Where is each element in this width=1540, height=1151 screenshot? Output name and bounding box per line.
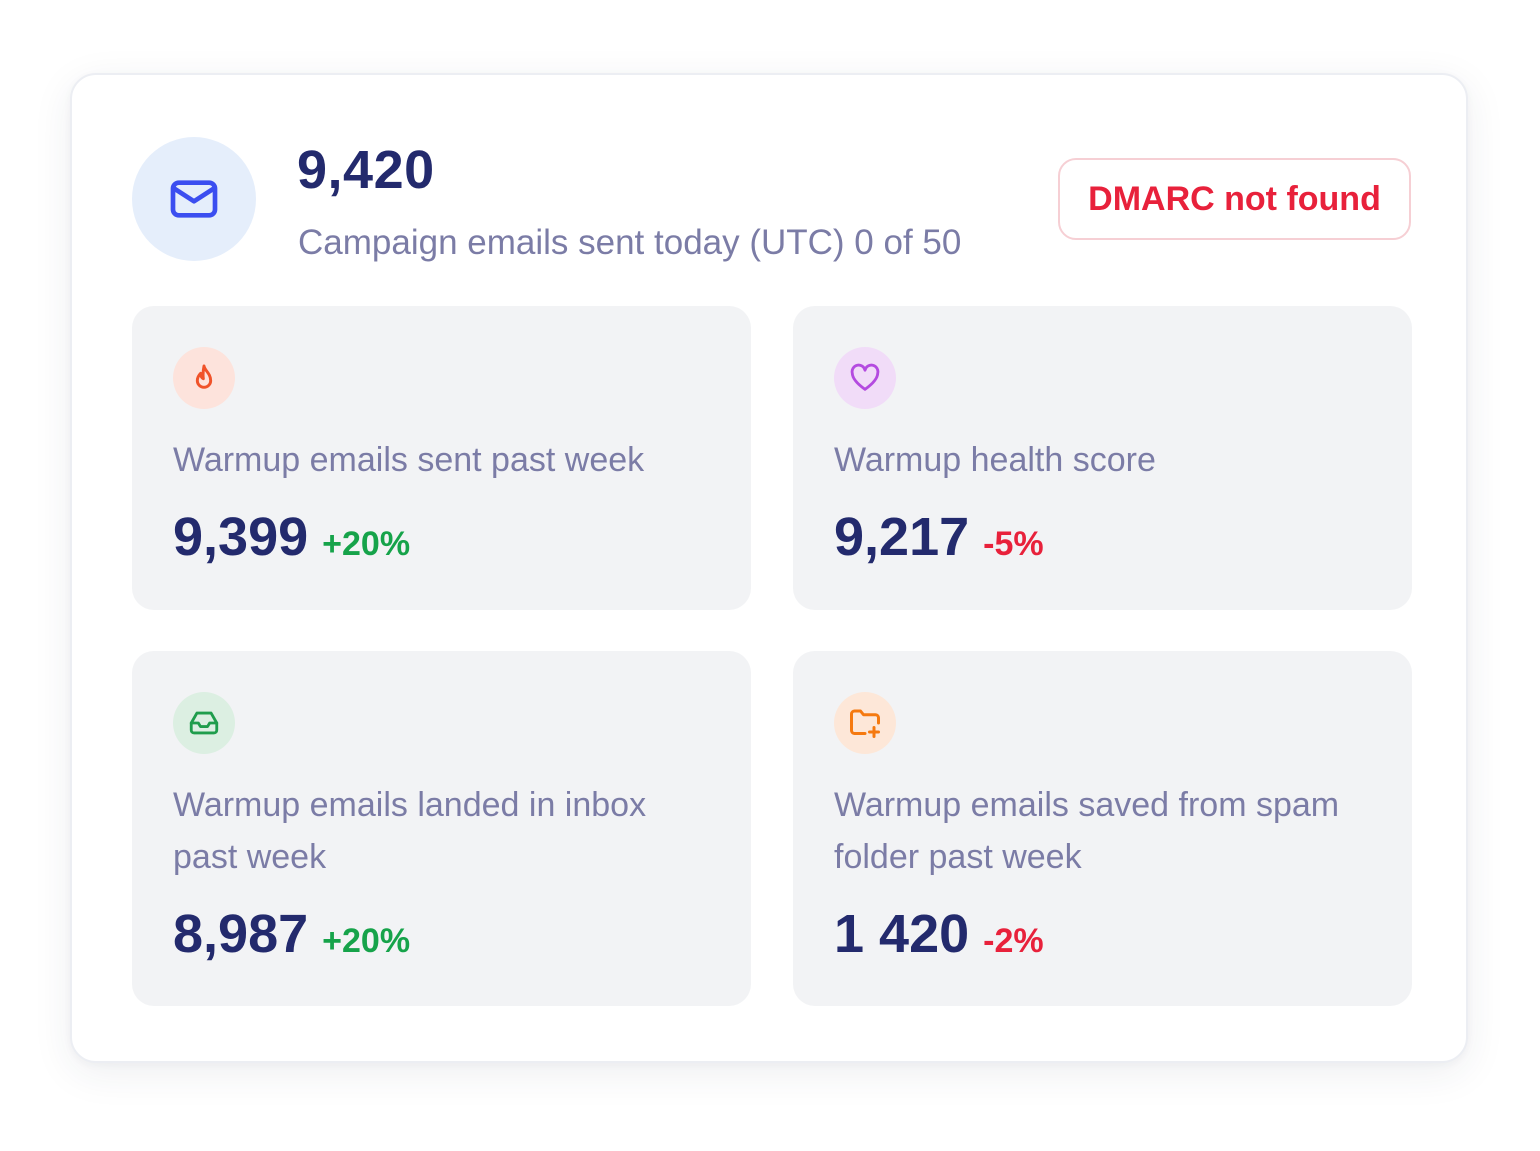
inbox-icon: [173, 692, 235, 754]
stat-card-saved-from-spam: Warmup emails saved from spam folder pas…: [793, 651, 1412, 1006]
stat-value: 8,987: [173, 904, 309, 964]
stat-delta: +20%: [322, 922, 411, 960]
stat-value-row: 9,217 -5%: [834, 504, 1044, 570]
dmarc-status-badge[interactable]: DMARC not found: [1058, 158, 1411, 240]
stat-delta: -2%: [983, 922, 1044, 960]
stat-value: 1 420: [834, 904, 970, 964]
stat-card-landed-inbox: Warmup emails landed in inbox past week …: [132, 651, 751, 1006]
campaign-emails-value: 9,420: [297, 140, 435, 200]
stat-card-warmup-sent: Warmup emails sent past week 9,399 +20%: [132, 306, 751, 610]
flame-icon: [173, 347, 235, 409]
stat-label: Warmup emails landed in inbox past week: [173, 786, 647, 876]
stat-label: Warmup health score: [834, 441, 1156, 479]
stat-value-row: 1 420 -2%: [834, 901, 1044, 967]
stat-value: 9,399: [173, 507, 309, 567]
stat-delta: +20%: [322, 525, 411, 563]
mail-icon: [132, 137, 256, 261]
stat-label: Warmup emails sent past week: [173, 441, 645, 479]
stat-value: 9,217: [834, 507, 970, 567]
heart-icon: [834, 347, 896, 409]
campaign-emails-subtitle: Campaign emails sent today (UTC) 0 of 50: [298, 223, 962, 262]
campaign-header: 9,420 Campaign emails sent today (UTC) 0…: [132, 137, 1412, 263]
folder-plus-icon: [834, 692, 896, 754]
stat-label: Warmup emails saved from spam folder pas…: [834, 786, 1340, 876]
stat-value-row: 8,987 +20%: [173, 901, 410, 967]
stat-value-row: 9,399 +20%: [173, 504, 410, 570]
sending-stats-card: 9,420 Campaign emails sent today (UTC) 0…: [70, 73, 1468, 1063]
stat-card-health-score: Warmup health score 9,217 -5%: [793, 306, 1412, 610]
stat-delta: -5%: [983, 525, 1044, 563]
